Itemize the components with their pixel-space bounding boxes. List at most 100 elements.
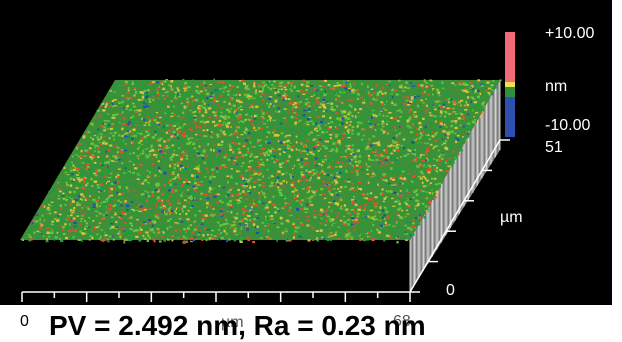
surface-speckle <box>117 180 120 183</box>
surface-speckle <box>96 141 99 144</box>
surface-speckle <box>217 112 221 116</box>
surface-speckle <box>145 156 147 159</box>
surface-speckle <box>467 122 471 125</box>
surface-speckle <box>475 97 479 100</box>
surface-speckle <box>237 188 240 192</box>
surface-speckle <box>146 191 149 194</box>
surface-speckle <box>98 225 101 227</box>
surface-speckle <box>145 195 148 197</box>
surface-speckle <box>279 178 282 181</box>
surface-speckle <box>403 154 407 157</box>
surface-speckle <box>243 130 246 133</box>
surface-speckle <box>267 107 269 110</box>
surface-speckle <box>138 138 140 141</box>
surface-speckle <box>362 140 365 143</box>
surface-speckle <box>249 215 253 218</box>
surface-speckle <box>204 175 207 178</box>
surface-speckle <box>439 126 442 128</box>
surface-speckle <box>462 82 465 85</box>
surface-speckle <box>90 122 93 125</box>
surface-speckle <box>410 228 413 231</box>
surface-speckle <box>176 156 179 159</box>
surface-speckle <box>161 152 164 155</box>
surface-speckle <box>438 100 441 102</box>
surface-speckle <box>230 187 234 190</box>
surface-speckle <box>225 195 229 198</box>
surface-speckle <box>294 187 297 189</box>
surface-speckle <box>109 235 112 238</box>
surface-speckle <box>209 225 214 228</box>
surface-speckle <box>75 187 79 189</box>
surface-speckle <box>219 225 222 228</box>
surface-speckle <box>45 215 48 217</box>
surface-speckle <box>79 230 82 233</box>
surface-speckle <box>434 103 437 105</box>
surface-speckle <box>370 180 373 183</box>
surface-speckle <box>423 142 426 144</box>
surface-speckle <box>79 198 83 200</box>
surface-speckle <box>175 154 179 156</box>
surface-speckle <box>233 131 236 133</box>
surface-speckle <box>266 217 270 221</box>
surface-speckle <box>148 104 152 106</box>
surface-speckle <box>421 208 424 212</box>
surface-speckle <box>280 111 283 113</box>
surface-speckle <box>392 136 396 140</box>
surface-speckle <box>285 140 288 144</box>
surface-speckle <box>430 123 432 126</box>
surface-speckle <box>357 160 362 163</box>
surface-speckle <box>490 84 494 87</box>
surface-speckle <box>389 156 392 159</box>
surface-speckle <box>346 233 350 236</box>
surface-speckle <box>197 152 201 155</box>
surface-speckle <box>275 88 277 91</box>
surface-speckle <box>206 197 210 200</box>
surface-speckle <box>337 150 341 153</box>
surface-speckle <box>257 178 261 181</box>
surface-speckle <box>139 175 143 178</box>
surface-speckle <box>424 110 428 113</box>
surface-speckle <box>308 207 311 210</box>
surface-speckle <box>189 226 193 229</box>
surface-speckle <box>321 80 325 82</box>
surface-speckle <box>116 146 120 149</box>
surface-speckle <box>306 219 310 221</box>
surface-speckle <box>228 102 231 105</box>
surface-speckle <box>454 82 459 85</box>
surface-speckle <box>92 117 95 119</box>
surface-speckle <box>250 206 253 209</box>
surface-speckle <box>333 102 336 105</box>
surface-speckle <box>150 154 153 157</box>
surface-speckle <box>240 109 243 111</box>
surface-speckle <box>268 115 271 118</box>
surface-speckle <box>382 192 384 195</box>
surface-speckle <box>73 221 77 224</box>
surface-speckle <box>193 228 197 231</box>
surface-speckle <box>353 213 357 216</box>
surface-speckle <box>343 221 347 224</box>
surface-speckle <box>122 109 126 112</box>
surface-speckle <box>200 223 204 225</box>
surface-speckle <box>93 172 97 175</box>
surface-speckle <box>144 86 147 88</box>
surface-speckle <box>327 125 330 128</box>
surface-speckle <box>319 229 323 232</box>
surface-speckle <box>272 195 275 198</box>
surface-speckle <box>86 138 90 140</box>
surface-speckle <box>35 220 39 223</box>
surface-speckle <box>127 220 132 223</box>
surface-speckle <box>244 213 248 216</box>
surface-speckle <box>301 150 305 152</box>
surface-speckle <box>215 110 219 113</box>
surface-speckle <box>172 184 176 186</box>
surface-speckle <box>140 81 144 84</box>
surface-speckle <box>419 134 421 136</box>
surface-speckle <box>386 156 390 159</box>
surface-speckle <box>356 173 359 176</box>
surface-speckle <box>216 170 219 173</box>
surface-speckle <box>96 109 100 112</box>
surface-speckle <box>213 218 217 221</box>
surface-speckle <box>259 237 264 239</box>
surface-speckle <box>95 215 99 217</box>
surface-speckle <box>426 157 428 159</box>
